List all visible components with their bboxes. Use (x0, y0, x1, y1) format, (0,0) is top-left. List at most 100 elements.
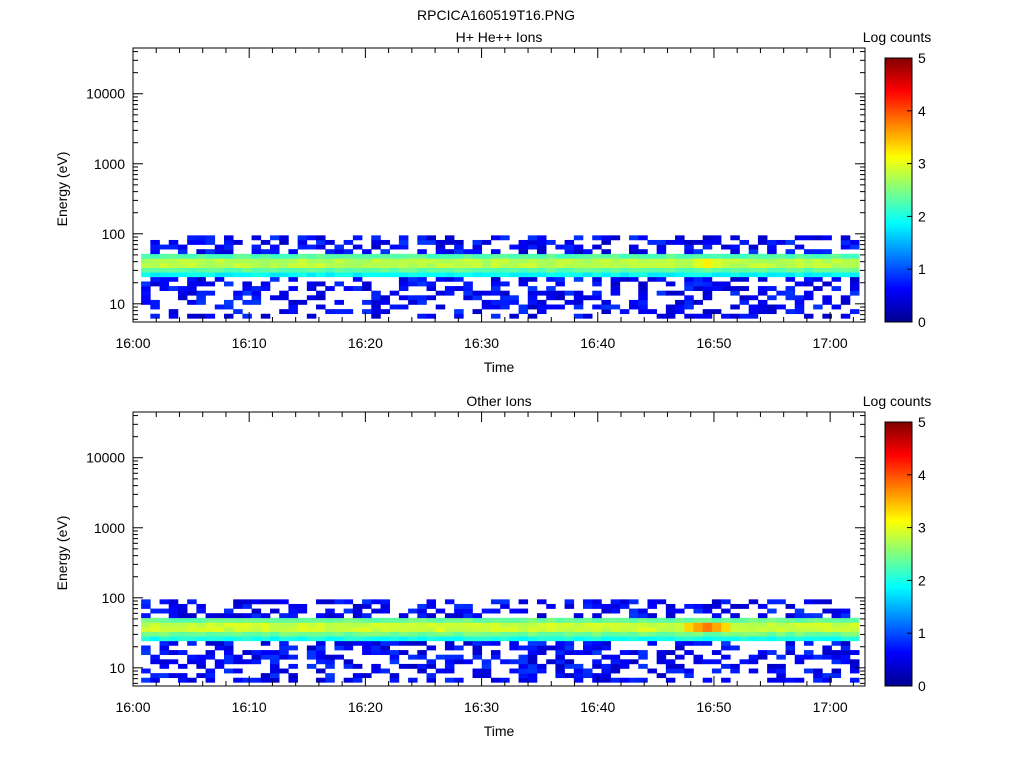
heatmap-cell (702, 290, 713, 296)
heatmap-cell (168, 276, 179, 282)
heatmap-cell (675, 654, 685, 660)
heatmap-cell (260, 599, 271, 605)
heatmap-cell (675, 663, 685, 669)
heatmap-cell (362, 627, 372, 632)
heatmap-cell (251, 258, 262, 264)
heatmap-cell (251, 627, 262, 632)
heatmap-cell (389, 304, 400, 310)
heatmap-cell (564, 663, 575, 669)
colorbar-step (885, 615, 912, 619)
colorbar-step (885, 289, 912, 292)
heatmap-cell (444, 258, 455, 264)
heatmap-cell (748, 617, 759, 623)
heatmap-cell (426, 295, 437, 301)
heatmap-cell (214, 267, 225, 273)
heatmap-cell (656, 249, 667, 255)
heatmap-cell (260, 239, 271, 245)
heatmap-cell (417, 654, 427, 660)
heatmap-cell (270, 235, 280, 241)
colorbar-tick-label: 2 (918, 572, 926, 588)
heatmap-cell (803, 276, 814, 282)
heatmap-cell (150, 244, 160, 250)
heatmap-cell (187, 622, 197, 628)
colorbar-step (885, 82, 912, 85)
heatmap-cell (831, 267, 842, 273)
colorbar-step (885, 297, 912, 301)
heatmap-cell (270, 631, 280, 637)
heatmap-cell (260, 263, 271, 268)
heatmap-cell (684, 276, 694, 282)
heatmap-cell (398, 286, 409, 291)
heatmap-cell (536, 235, 547, 241)
heatmap-cell (472, 258, 483, 264)
colorbar-step (885, 631, 912, 634)
heatmap-cell (610, 263, 621, 268)
heatmap-cell (527, 654, 538, 660)
heatmap-cell (711, 603, 722, 609)
colorbar-step (885, 150, 912, 153)
heatmap-cell (684, 281, 694, 287)
heatmap-cell (389, 677, 400, 683)
heatmap-cell (721, 645, 731, 651)
heatmap-cell (288, 617, 298, 623)
heatmap-cell (362, 650, 372, 655)
heatmap-cell (684, 622, 694, 628)
colorbar-step (885, 639, 912, 643)
heatmap-cell (242, 267, 252, 273)
heatmap-cell (325, 286, 335, 291)
colorbar-step (885, 238, 912, 241)
heatmap-cell (785, 276, 796, 282)
heatmap-cell (371, 668, 381, 674)
heatmap-cell (583, 668, 593, 674)
heatmap-cell (555, 636, 565, 642)
heatmap-cell (408, 631, 418, 637)
colorbar-step (885, 229, 912, 233)
heatmap-cell (454, 253, 464, 259)
heatmap-cell (702, 640, 713, 646)
heatmap-cell (297, 263, 308, 268)
heatmap-cell (242, 622, 252, 628)
colorbar-step (885, 201, 912, 204)
heatmap-cell (592, 263, 602, 268)
heatmap-cell (785, 267, 796, 273)
heatmap-cell (822, 673, 832, 679)
heatmap-cell (711, 272, 722, 278)
heatmap-cell (435, 636, 446, 642)
heatmap-cell (352, 276, 363, 282)
colorbar-step (885, 275, 912, 279)
heatmap-cell (592, 622, 602, 628)
colorbar-step (885, 295, 912, 299)
heatmap-cell (233, 253, 243, 259)
heatmap-cell (233, 654, 243, 660)
heatmap-cell (684, 258, 694, 264)
heatmap-cell (316, 244, 326, 250)
heatmap-cell (629, 299, 639, 305)
heatmap-cell (656, 659, 667, 665)
heatmap-cell (168, 313, 179, 319)
heatmap-cell (260, 640, 271, 646)
heatmap-cell (270, 663, 280, 669)
heatmap-cell (684, 244, 694, 250)
heatmap-cell (647, 309, 657, 315)
heatmap-cell (573, 304, 584, 310)
heatmap-cell (343, 636, 354, 642)
heatmap-cell (702, 617, 713, 623)
heatmap-cell (371, 631, 381, 637)
heatmap-cell (270, 263, 280, 268)
heatmap-cell (675, 258, 685, 264)
heatmap-cell (444, 272, 455, 278)
heatmap-cell (223, 654, 234, 660)
heatmap-cell (352, 663, 363, 669)
heatmap-cell (583, 645, 593, 651)
heatmap-cell (803, 636, 814, 642)
heatmap-cell (159, 272, 170, 278)
heatmap-cell (380, 272, 390, 278)
heatmap-cell (785, 636, 796, 642)
heatmap-cell (794, 235, 805, 241)
heatmap-cell (767, 617, 777, 623)
heatmap-cell (665, 668, 676, 674)
heatmap-cell (306, 313, 317, 319)
heatmap-cell (426, 235, 437, 241)
heatmap-cell (233, 636, 243, 642)
heatmap-cell (316, 304, 326, 310)
